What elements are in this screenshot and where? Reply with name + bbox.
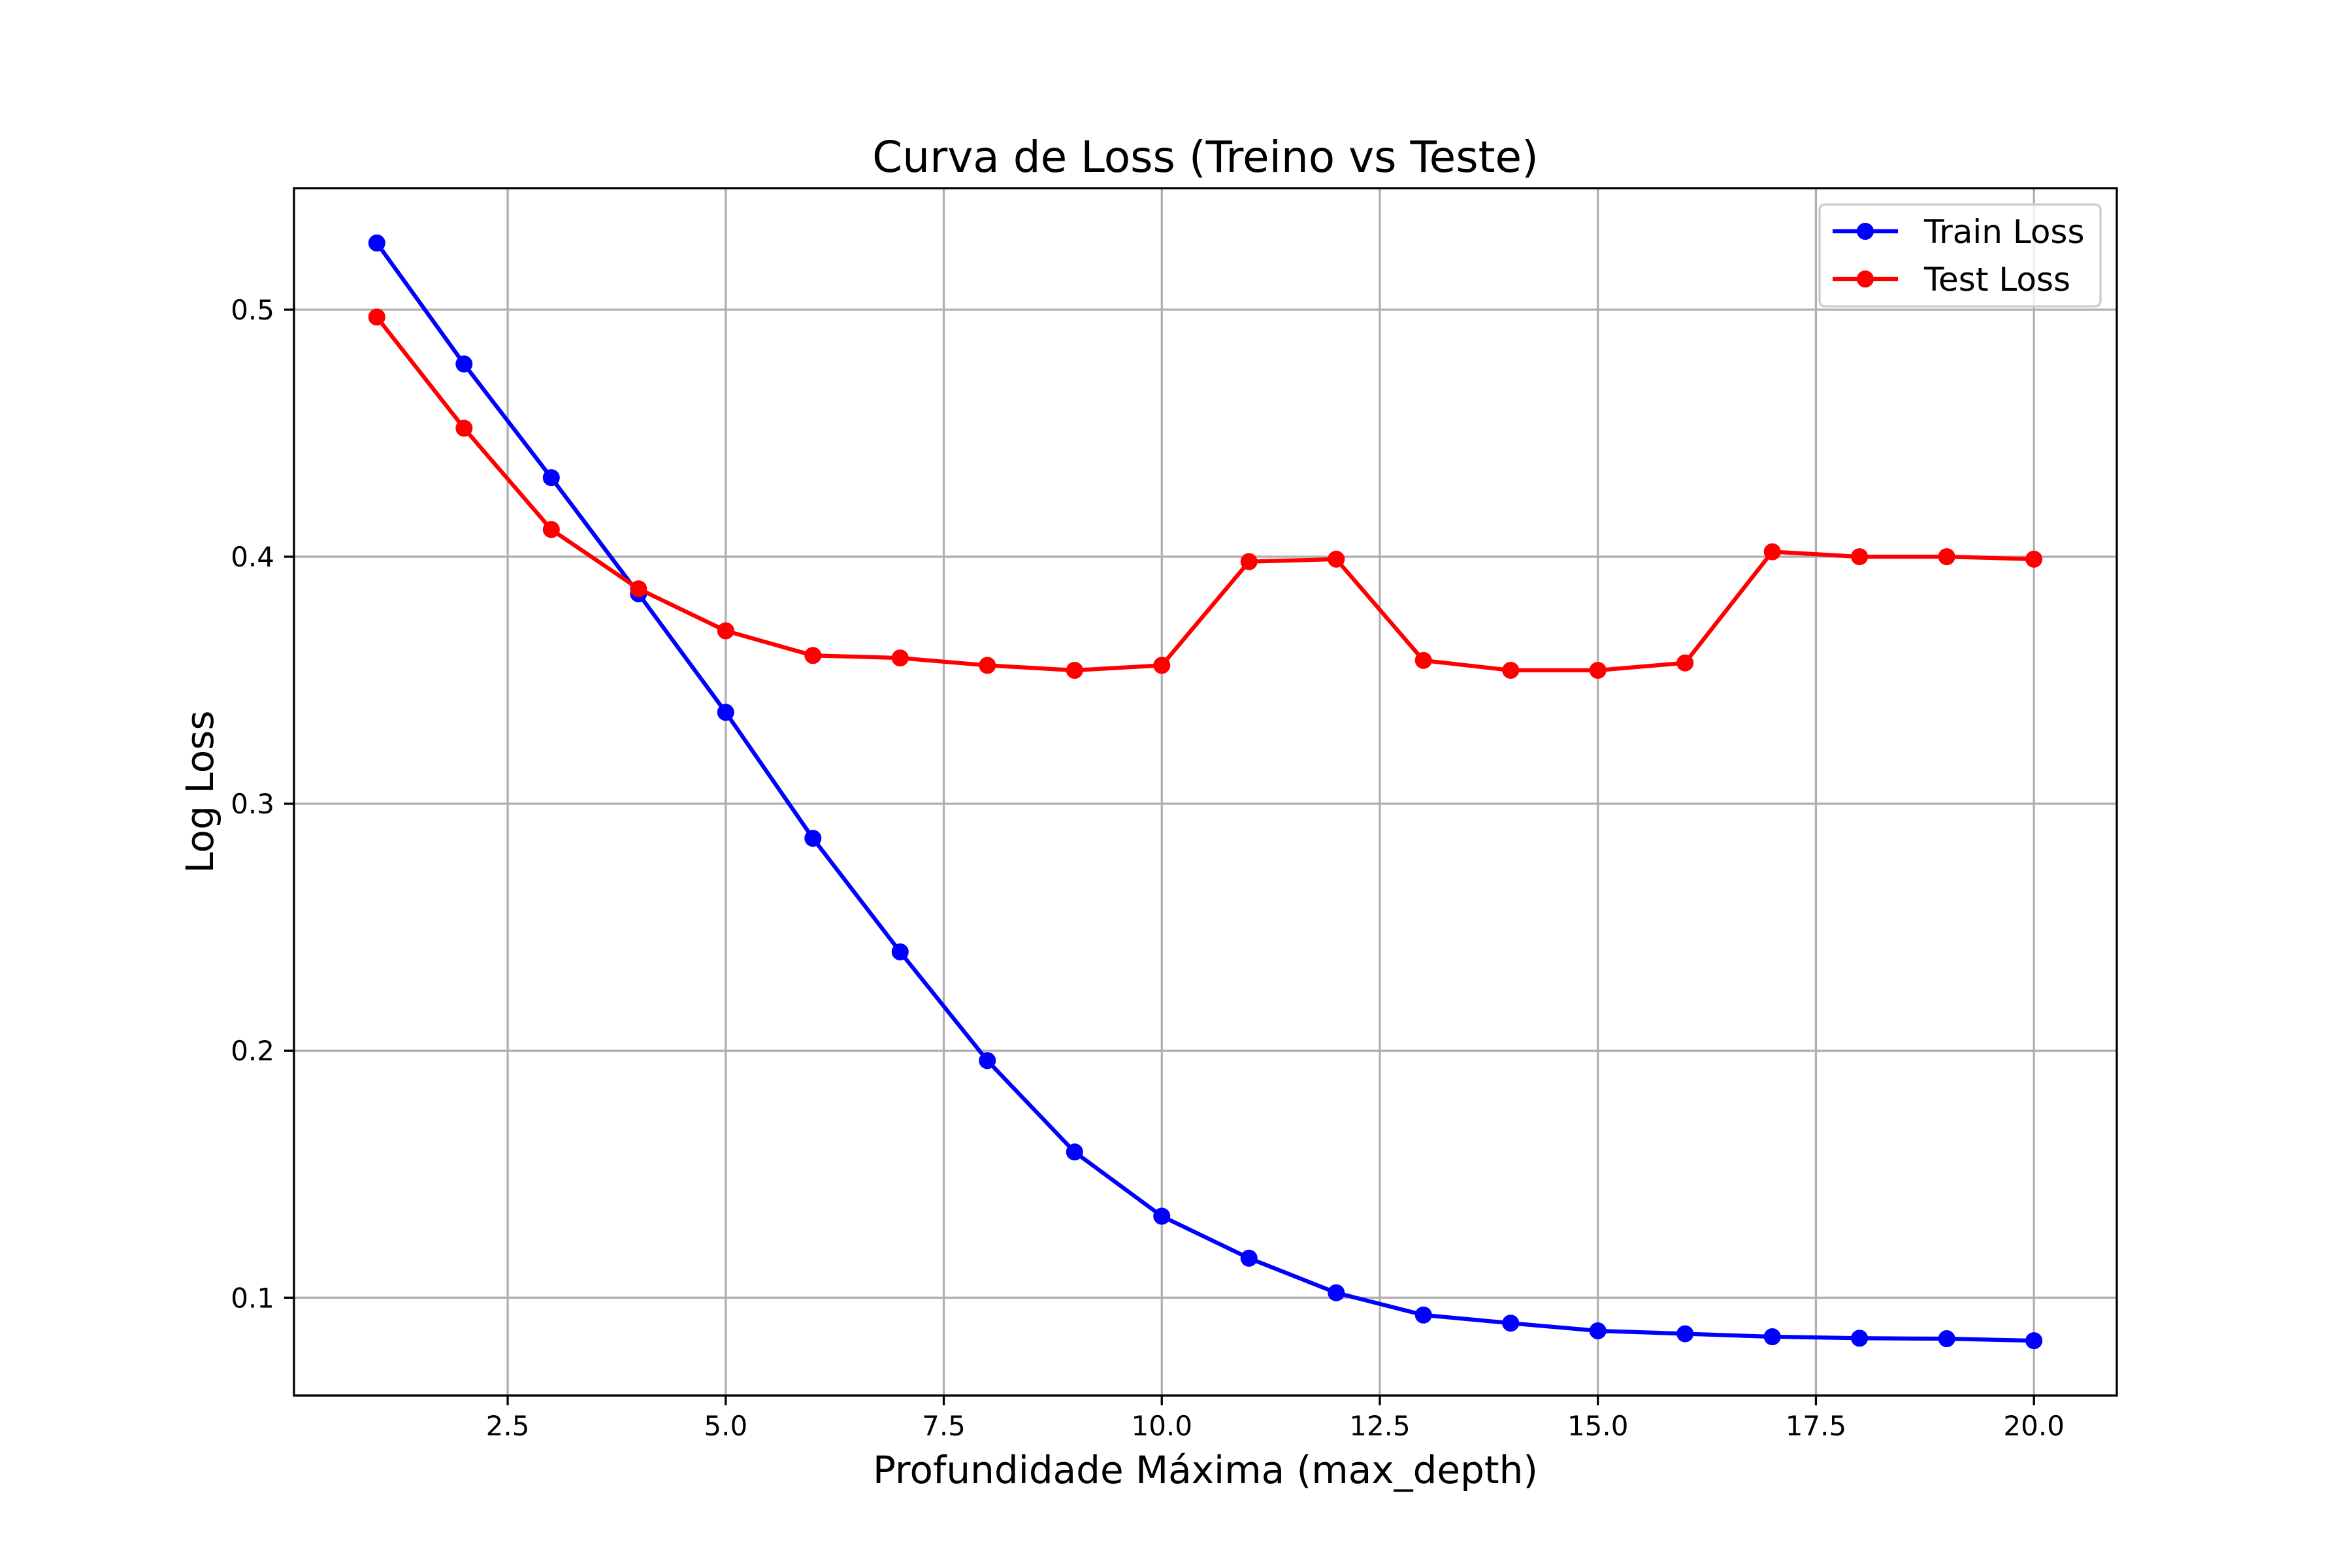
y-tick-label: 0.5 xyxy=(231,294,274,326)
test-loss-point xyxy=(1240,553,1258,570)
test-loss-point xyxy=(979,657,996,674)
test-loss-point xyxy=(455,419,473,437)
legend: Train Loss Test Loss xyxy=(1818,203,2102,308)
train-loss-point xyxy=(1851,1330,1869,1347)
test-loss-point xyxy=(891,649,909,667)
train-loss-point xyxy=(455,355,473,373)
train-loss-point xyxy=(1502,1315,1520,1332)
test-loss-point xyxy=(1589,661,1607,679)
x-tick-label: 20.0 xyxy=(2003,1410,2065,1442)
test-loss-point xyxy=(1763,543,1781,561)
train-loss-point xyxy=(1676,1325,1694,1343)
train-loss-point xyxy=(542,469,560,487)
chart-title: Curva de Loss (Treino vs Teste) xyxy=(872,132,1539,182)
legend-label-test-loss: Test Loss xyxy=(1923,261,2070,299)
test-loss-point xyxy=(368,308,385,326)
train-loss-line xyxy=(374,240,2036,1343)
test-loss-point xyxy=(1328,550,1345,568)
test-loss-point xyxy=(1153,657,1171,674)
train-loss-point xyxy=(1414,1306,1432,1324)
train-loss-point xyxy=(2025,1332,2043,1350)
train-loss-point xyxy=(979,1052,996,1070)
train-loss-point xyxy=(717,704,734,721)
train-loss-point xyxy=(368,234,385,252)
legend-marker-train-loss xyxy=(1857,223,1874,240)
y-axis-label: Log Loss xyxy=(178,710,222,873)
test-loss-point xyxy=(804,647,822,664)
x-tick-label: 2.5 xyxy=(486,1410,530,1442)
test-loss-point xyxy=(542,521,560,538)
test-loss-point xyxy=(1851,548,1869,566)
train-loss-point xyxy=(1240,1249,1258,1267)
test-loss-point xyxy=(1676,654,1694,672)
train-loss-point xyxy=(1763,1328,1781,1346)
train-loss-point xyxy=(1938,1330,1955,1348)
y-tick-label: 0.3 xyxy=(231,788,274,820)
test-loss-point xyxy=(630,580,647,598)
train-loss-point xyxy=(1153,1207,1171,1225)
x-tick-label: 5.0 xyxy=(704,1410,747,1442)
legend-label-train-loss: Train Loss xyxy=(1923,213,2085,251)
x-tick-label: 17.5 xyxy=(1786,1410,1847,1442)
test-loss-point xyxy=(1502,661,1520,679)
ticks: 2.5 5.0 7.5 10.0 12.5 15.0 17.5 20.0 0.1 0.2 0.3 0.… xyxy=(231,294,2065,1442)
train-loss-point xyxy=(804,830,822,847)
x-tick-label: 10.0 xyxy=(1131,1410,1192,1442)
train-loss-point xyxy=(1066,1143,1083,1161)
test-loss-point xyxy=(1414,651,1432,669)
legend-entry-test-loss: Test Loss xyxy=(1833,261,2070,299)
train-loss-point xyxy=(891,943,909,960)
y-tick-label: 0.2 xyxy=(231,1035,274,1067)
y-tick-label: 0.4 xyxy=(231,541,274,573)
x-tick-label: 15.0 xyxy=(1567,1410,1629,1442)
test-loss-line xyxy=(374,314,2036,673)
test-loss-point xyxy=(2025,550,2043,568)
test-loss-point xyxy=(717,622,734,640)
plot-area xyxy=(294,188,2117,1396)
x-tick-label: 12.5 xyxy=(1349,1410,1411,1442)
y-tick-label: 0.1 xyxy=(231,1282,274,1314)
legend-marker-test-loss xyxy=(1857,270,1874,287)
series-layer xyxy=(368,234,2043,1350)
train-loss-point xyxy=(1328,1284,1345,1301)
x-axis-label: Profundidade Máxima (max_depth) xyxy=(873,1448,1538,1492)
axes-frame xyxy=(293,187,2118,1397)
x-tick-label: 7.5 xyxy=(922,1410,966,1442)
train-loss-point xyxy=(1589,1322,1607,1339)
legend-entry-train-loss: Train Loss xyxy=(1833,213,2085,251)
grid xyxy=(294,188,2117,1396)
test-loss-point xyxy=(1066,661,1083,679)
test-loss-point xyxy=(1938,548,1955,566)
